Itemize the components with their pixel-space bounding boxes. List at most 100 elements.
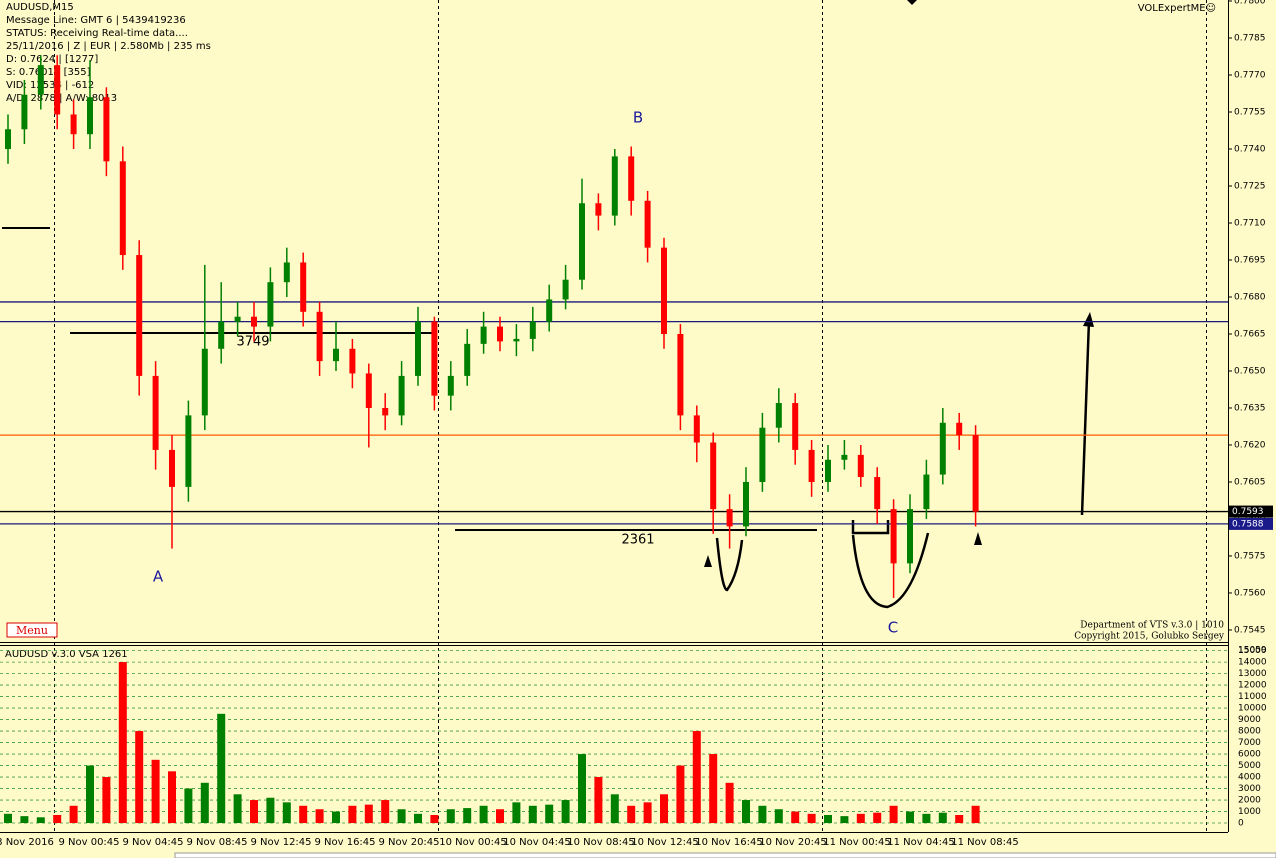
y-tick-label: 6000 — [1238, 750, 1261, 760]
volume-bar — [955, 814, 964, 824]
drawn-bracket — [851, 520, 890, 535]
y-tick-label: 5000 — [1238, 761, 1261, 771]
candle-body — [595, 203, 602, 216]
volume-bar — [758, 805, 767, 824]
candle-body — [54, 65, 61, 115]
candle-body — [349, 348, 356, 374]
x-tick-label: 11 Nov 08:45 — [951, 837, 1018, 848]
candle-body — [775, 403, 782, 428]
candle-body — [21, 94, 28, 130]
menu-button[interactable] — [6, 622, 58, 638]
candle-body — [857, 454, 864, 478]
volume-bar — [348, 805, 357, 824]
candle-body — [234, 316, 241, 322]
candle-body — [907, 509, 913, 564]
volume-bar — [561, 800, 570, 824]
candle-body — [808, 449, 815, 482]
y-tick-label: 0.7650 — [1234, 366, 1266, 376]
candle-body — [87, 97, 93, 135]
candle-body — [644, 200, 651, 248]
signal-arrow — [704, 555, 712, 567]
volume-bar — [266, 797, 275, 824]
y-tick-label: 0.7770 — [1234, 70, 1266, 80]
candle-body — [415, 321, 421, 376]
volume-bar — [430, 814, 439, 824]
candle-body — [201, 348, 208, 416]
y-tick-label: 0.7635 — [1234, 403, 1266, 413]
candle-body — [480, 326, 487, 344]
y-tick-label: 0.7740 — [1234, 144, 1266, 154]
footer-line: Copyright 2015, Golubko Sergey — [1074, 632, 1225, 642]
info-line: D: 0.7624 | [1277] — [6, 54, 98, 65]
volume-bar — [364, 804, 373, 824]
candle-body — [218, 321, 225, 349]
drawn-arrow-head — [1083, 312, 1094, 327]
candle-body — [431, 321, 438, 396]
info-line: VID: 12534 | -612 — [6, 80, 94, 91]
y-tick-label: 0.7620 — [1234, 440, 1266, 450]
volume-bar — [528, 805, 537, 824]
volume-bar — [676, 765, 685, 824]
annotation: 2361 — [621, 533, 654, 548]
volume-bar — [151, 759, 160, 824]
wave-label: B — [633, 109, 643, 127]
volume-bar — [86, 765, 94, 824]
info-panel: AUDUSD,M15 Message Line: GMT 6 | 54394192… — [6, 2, 211, 104]
info-line: STATUS: Receiving Real-time data.... — [6, 28, 188, 39]
y-tick-label: 0.7545 — [1234, 625, 1266, 635]
price-tag-label: 0.7588 — [1232, 519, 1264, 529]
candle-body — [693, 415, 700, 443]
volume-bar — [69, 805, 78, 824]
y-tick-label: 0.7560 — [1234, 588, 1266, 598]
y-tick-label: 4000 — [1238, 773, 1261, 783]
candle-body — [119, 161, 126, 256]
y-tick-label: 11000 — [1238, 692, 1267, 702]
volume-bar — [610, 794, 619, 824]
candle-body — [825, 459, 831, 482]
volume-bar — [282, 802, 291, 824]
candle-body — [890, 509, 897, 564]
candle-body — [5, 129, 11, 149]
y-tick-label: 15000 — [1238, 646, 1267, 656]
volume-bar — [217, 713, 226, 824]
price-tag — [1229, 505, 1273, 518]
x-tick-label: 9 Nov 16:45 — [314, 837, 375, 848]
candle-body — [169, 449, 175, 487]
x-tick-label: 9 Nov 20:45 — [378, 837, 439, 848]
volume-bar — [742, 800, 750, 824]
signal-arrow — [974, 532, 982, 545]
drawn-arrow — [1080, 319, 1091, 516]
volume-bar — [725, 782, 734, 824]
candle-body — [923, 474, 930, 510]
volume-bar — [102, 777, 111, 824]
volume-bar — [233, 794, 242, 824]
y-tick-label: 0.7755 — [1234, 107, 1266, 117]
candle-body — [398, 375, 405, 416]
candle-body — [710, 442, 717, 510]
candle-body — [152, 375, 159, 450]
candle-body — [316, 311, 323, 362]
menu-label[interactable]: Menu — [16, 624, 48, 637]
session-separators — [54, 0, 1207, 832]
volume-bar — [873, 812, 882, 824]
x-tick-label: 9 Nov 00:45 — [58, 837, 119, 848]
candle-body — [562, 279, 569, 300]
candle-body — [251, 316, 257, 327]
x-tick-label: 10 Nov 08:45 — [567, 837, 634, 848]
volume-bar — [971, 805, 980, 824]
x-tick-label: 9 Nov 08:45 — [186, 837, 247, 848]
y-tick-label: 0.7710 — [1234, 218, 1266, 228]
x-tick-label: 9 Nov 12:45 — [250, 837, 311, 848]
y-tick-label: 0 — [1238, 819, 1244, 829]
candle-body — [628, 156, 635, 201]
volume-bar — [414, 813, 422, 824]
volume-bar — [118, 662, 127, 824]
candle-body — [841, 454, 848, 460]
y-tick-label: 2000 — [1238, 796, 1261, 806]
y-tick-label: 9000 — [1238, 715, 1261, 725]
volume-bar — [692, 731, 701, 824]
scrollbar — [174, 852, 1276, 858]
volume-bar — [709, 754, 718, 824]
volume-bar — [332, 811, 340, 824]
volume-bar — [184, 788, 193, 824]
